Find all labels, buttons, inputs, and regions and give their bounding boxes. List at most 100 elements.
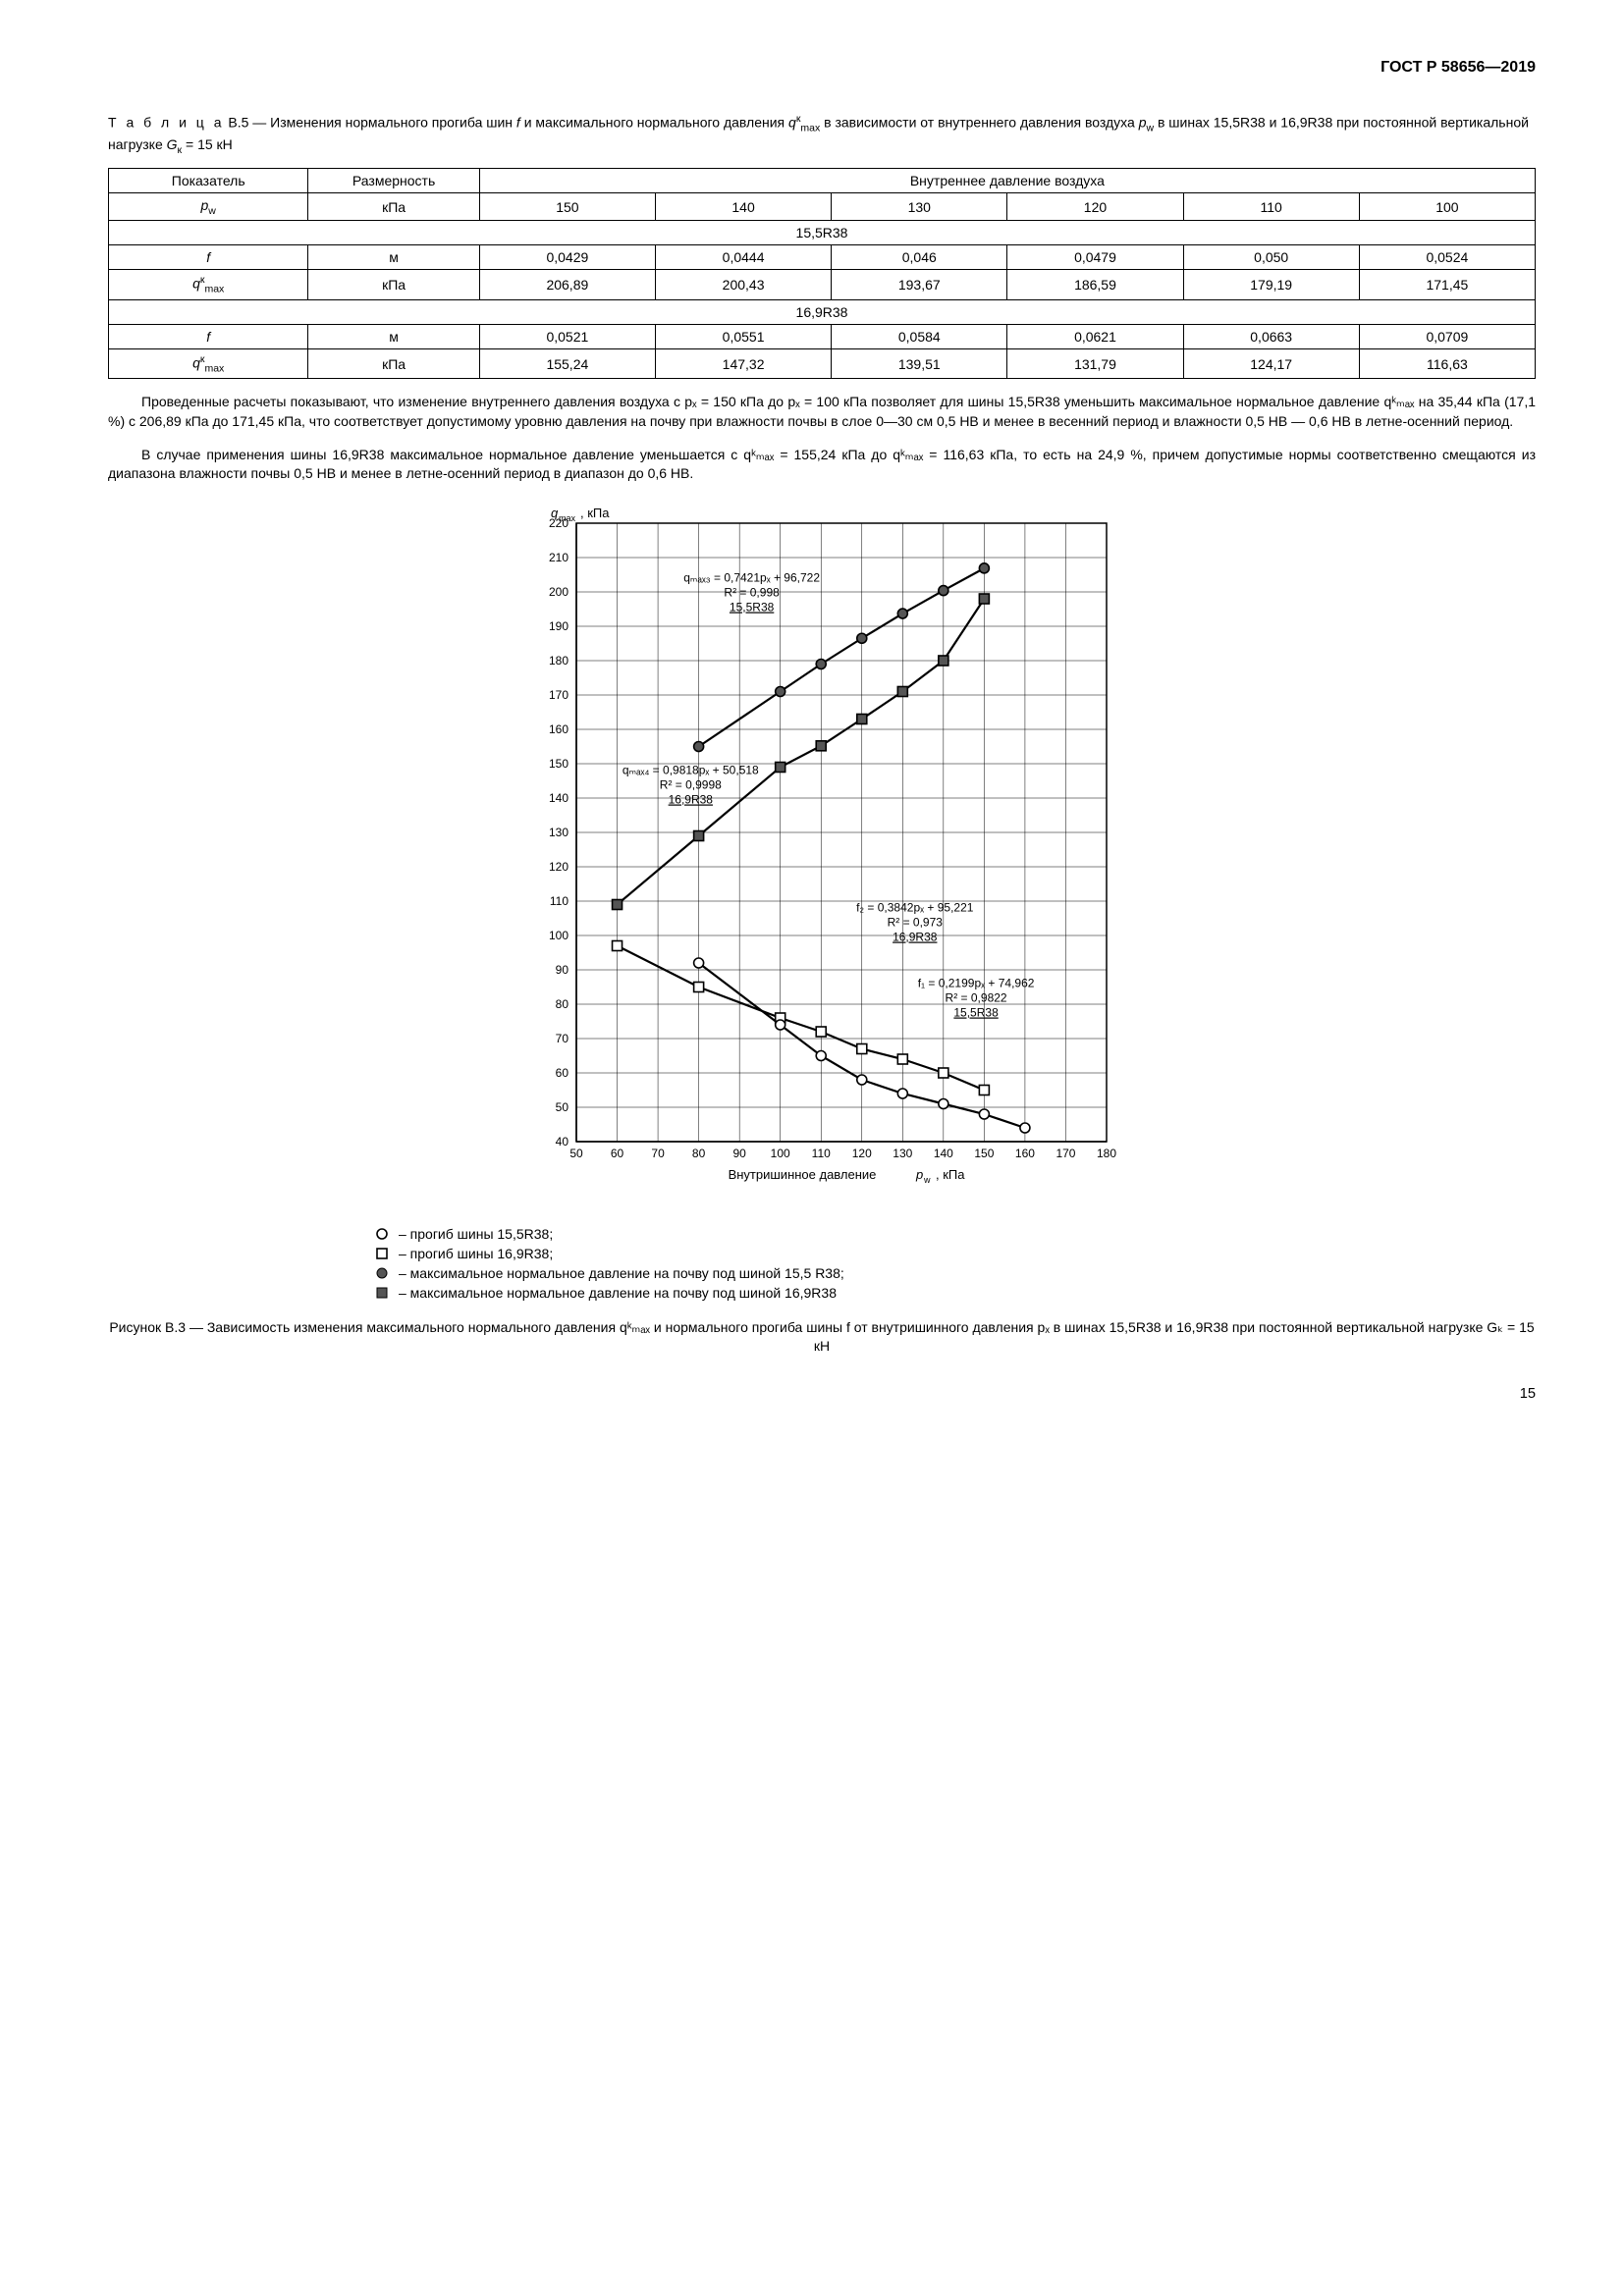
- caption-prefix: Т а б л и ц а: [108, 115, 225, 131]
- svg-text:220: 220: [549, 516, 568, 530]
- th-dimension: Размерность: [308, 168, 479, 192]
- svg-text:170: 170: [1056, 1147, 1075, 1160]
- svg-text:130: 130: [893, 1147, 912, 1160]
- svg-text:100: 100: [771, 1147, 790, 1160]
- cell: 193,67: [832, 270, 1007, 299]
- cell: 139,51: [832, 348, 1007, 378]
- cell: 110: [1183, 192, 1359, 221]
- cell: 120: [1007, 192, 1183, 221]
- cell: 116,63: [1359, 348, 1535, 378]
- svg-text:R² = 0,9822: R² = 0,9822: [946, 990, 1007, 1004]
- svg-text:120: 120: [549, 860, 568, 874]
- svg-text:60: 60: [611, 1147, 624, 1160]
- svg-text:R² = 0,998: R² = 0,998: [724, 585, 780, 599]
- row-unit: кПа: [308, 270, 479, 299]
- paragraph-2: В случае применения шины 16,9R38 максима…: [108, 446, 1536, 484]
- cell: 171,45: [1359, 270, 1535, 299]
- svg-text:80: 80: [692, 1147, 706, 1160]
- svg-text:Внутришинное давление: Внутришинное давление: [729, 1167, 877, 1182]
- square-filled-icon: [373, 1286, 391, 1300]
- svg-text:70: 70: [556, 1032, 569, 1045]
- circle-filled-icon: [373, 1266, 391, 1280]
- figure-caption: Рисунок В.3 — Зависимость изменения макс…: [108, 1318, 1536, 1357]
- svg-text:190: 190: [549, 619, 568, 633]
- svg-text:180: 180: [1097, 1147, 1116, 1160]
- cell: 130: [832, 192, 1007, 221]
- legend-item: – прогиб шины 15,5R38;: [373, 1226, 1536, 1242]
- svg-text:150: 150: [974, 1147, 994, 1160]
- table-caption: Т а б л и ц а В.5 — Изменения нормальног…: [108, 112, 1536, 158]
- th-pressure: Внутреннее давление воздуха: [479, 168, 1535, 192]
- cell: 206,89: [479, 270, 655, 299]
- svg-text:160: 160: [549, 722, 568, 736]
- svg-text:16,9R38: 16,9R38: [893, 930, 938, 943]
- legend-item: – максимальное нормальное давление на по…: [373, 1285, 1536, 1301]
- svg-text:15,5R38: 15,5R38: [730, 600, 775, 614]
- svg-text:90: 90: [732, 1147, 746, 1160]
- svg-text:200: 200: [549, 585, 568, 599]
- row-unit: м: [308, 324, 479, 348]
- svg-text:f₂ = 0,3842pₓ + 95,221: f₂ = 0,3842pₓ + 95,221: [856, 900, 974, 914]
- cell: 0,0521: [479, 324, 655, 348]
- svg-text:, кПа: , кПа: [580, 506, 610, 520]
- square-open-icon: [373, 1247, 391, 1260]
- svg-text:140: 140: [934, 1147, 953, 1160]
- svg-text:16,9R38: 16,9R38: [669, 792, 714, 806]
- cell: 0,046: [832, 245, 1007, 270]
- cell: 0,0524: [1359, 245, 1535, 270]
- cell: 0,0429: [479, 245, 655, 270]
- svg-text:180: 180: [549, 654, 568, 667]
- th-indicator: Показатель: [109, 168, 308, 192]
- page-number: 15: [108, 1386, 1536, 1402]
- cell: 0,0621: [1007, 324, 1183, 348]
- row-unit: м: [308, 245, 479, 270]
- chart-container: qmax, кПа5060708090100110120130140150160…: [108, 504, 1536, 1214]
- svg-text:qₘₐₓ₃ = 0,7421pₓ + 96,722: qₘₐₓ₃ = 0,7421pₓ + 96,722: [683, 570, 820, 584]
- row-unit: кПа: [308, 192, 479, 221]
- svg-text:160: 160: [1015, 1147, 1035, 1160]
- svg-text:, кПа: , кПа: [936, 1167, 965, 1182]
- cell: 186,59: [1007, 270, 1183, 299]
- row-label: qкmax: [109, 270, 308, 299]
- cell: 0,0551: [655, 324, 831, 348]
- data-table: Показатель Размерность Внутреннее давлен…: [108, 168, 1536, 380]
- legend-item: – максимальное нормальное давление на по…: [373, 1265, 1536, 1281]
- cell: 0,0479: [1007, 245, 1183, 270]
- legend-text: – прогиб шины 16,9R38;: [399, 1246, 553, 1261]
- cell: 0,0663: [1183, 324, 1359, 348]
- svg-text:100: 100: [549, 929, 568, 942]
- svg-text:40: 40: [556, 1135, 569, 1148]
- svg-text:50: 50: [556, 1100, 569, 1114]
- svg-text:50: 50: [569, 1147, 583, 1160]
- svg-text:170: 170: [549, 688, 568, 702]
- svg-text:210: 210: [549, 551, 568, 564]
- cell: 131,79: [1007, 348, 1183, 378]
- document-header: ГОСТ Р 58656—2019: [108, 59, 1536, 77]
- row-label: f: [109, 324, 308, 348]
- legend-text: – максимальное нормальное давление на по…: [399, 1285, 837, 1301]
- section-title: 15,5R38: [109, 221, 1536, 245]
- cell: 0,0709: [1359, 324, 1535, 348]
- cell: 200,43: [655, 270, 831, 299]
- svg-text:130: 130: [549, 826, 568, 839]
- caption-number: В.5: [228, 115, 248, 131]
- svg-text:p: p: [915, 1167, 923, 1182]
- svg-text:15,5R38: 15,5R38: [953, 1005, 999, 1019]
- svg-text:140: 140: [549, 791, 568, 805]
- cell: 155,24: [479, 348, 655, 378]
- legend-text: – максимальное нормальное давление на по…: [399, 1265, 844, 1281]
- section-title: 16,9R38: [109, 299, 1536, 324]
- svg-text:120: 120: [852, 1147, 872, 1160]
- svg-text:110: 110: [812, 1147, 831, 1160]
- cell: 0,050: [1183, 245, 1359, 270]
- svg-text:70: 70: [651, 1147, 665, 1160]
- cell: 0,0584: [832, 324, 1007, 348]
- svg-text:qₘₐₓ₄ = 0,9818pₓ + 50,518: qₘₐₓ₄ = 0,9818pₓ + 50,518: [623, 763, 759, 776]
- row-label: qкmax: [109, 348, 308, 378]
- cell: 124,17: [1183, 348, 1359, 378]
- svg-text:90: 90: [556, 963, 569, 977]
- row-unit: кПа: [308, 348, 479, 378]
- line-chart: qmax, кПа5060708090100110120130140150160…: [508, 504, 1136, 1210]
- paragraph-1: Проведенные расчеты показывают, что изме…: [108, 393, 1536, 431]
- svg-text:R² = 0,973: R² = 0,973: [888, 915, 944, 929]
